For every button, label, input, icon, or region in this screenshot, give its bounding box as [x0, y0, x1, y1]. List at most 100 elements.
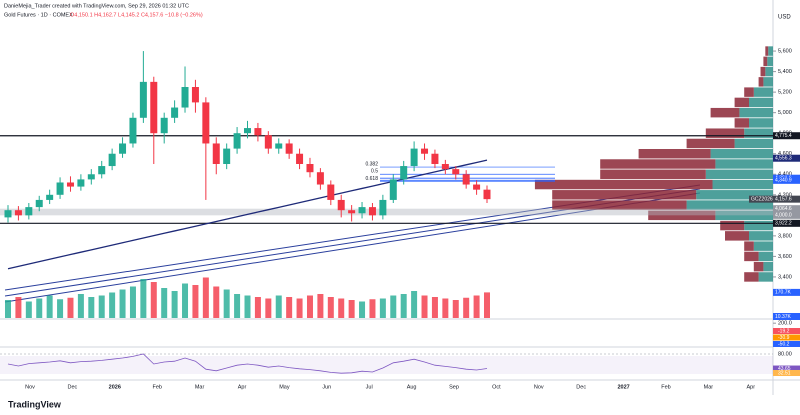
volume-bar	[234, 294, 241, 318]
candle-body	[98, 166, 106, 175]
price-label: 4,340.9	[775, 178, 792, 184]
profile-up	[765, 66, 773, 77]
volume-bar	[223, 289, 230, 318]
y-tick-label: 5,400	[778, 69, 792, 75]
fib-label: 0.382	[365, 161, 378, 167]
candle-body	[171, 107, 179, 118]
volume-bar	[327, 297, 334, 318]
candle-body	[244, 128, 251, 134]
volume-bar	[369, 299, 376, 318]
price-label-box	[773, 176, 800, 184]
candle-body	[25, 207, 33, 216]
volume-bar	[140, 279, 147, 318]
candle-body	[264, 135, 272, 149]
volume-bar	[338, 298, 345, 318]
y-tick-label: 3,400	[778, 274, 792, 280]
volume-bar	[213, 286, 220, 318]
price-label-box	[773, 195, 800, 203]
volume-bar	[265, 298, 272, 318]
profile-up	[749, 118, 773, 128]
support-zone	[0, 208, 773, 216]
profile-down	[753, 261, 764, 272]
symbol-label: GCZ2026	[751, 196, 773, 202]
candle-body	[473, 184, 481, 190]
candle-body	[400, 166, 408, 180]
volume-bar	[119, 289, 126, 318]
candle-body	[316, 172, 324, 185]
candle-body	[14, 210, 22, 216]
x-tick-label: Apr	[747, 384, 756, 390]
x-tick-label: Nov	[25, 384, 35, 390]
volume-bar	[306, 295, 313, 318]
profile-down	[648, 210, 716, 221]
profile-down	[734, 118, 749, 128]
volume-bar	[463, 297, 470, 318]
x-tick-label: Nov	[534, 384, 544, 390]
candle-body	[275, 143, 283, 149]
macd-value-box	[773, 341, 800, 347]
macd-value: -30.9	[778, 335, 790, 341]
candle-body	[452, 169, 460, 175]
profile-down	[744, 241, 754, 251]
candle-body	[483, 189, 491, 200]
price-label: 4,000.0	[775, 213, 792, 219]
candle-body	[337, 199, 345, 211]
profile-up	[753, 241, 773, 251]
volume-bar	[36, 298, 43, 318]
x-tick-label: Feb	[661, 384, 670, 390]
y-tick-label: 3,600	[778, 254, 792, 260]
volume-bar	[411, 291, 418, 318]
y-tick-label: 4,200	[778, 192, 792, 198]
rsi-value: 43.65	[778, 366, 791, 372]
rsi-value-box	[773, 369, 800, 376]
x-tick-label: May	[279, 384, 290, 390]
profile-down	[734, 97, 749, 108]
x-tick-label: Sep	[449, 384, 459, 390]
price-label: 4,064.6	[775, 206, 792, 212]
volume-bar	[244, 295, 251, 318]
volume-bar	[286, 297, 293, 318]
candle-body	[191, 87, 199, 103]
candle-body	[462, 174, 470, 185]
candle-body	[202, 102, 210, 144]
price-label-box	[773, 211, 800, 219]
candle-body	[421, 148, 429, 154]
volume-ma-box	[773, 313, 800, 320]
profile-down	[552, 200, 687, 210]
volume-ma-label: 10.37K	[775, 314, 792, 320]
profile-down	[744, 272, 759, 282]
profile-down	[760, 66, 766, 77]
profile-up	[710, 149, 773, 159]
volume-bar	[192, 285, 199, 318]
x-tick-label: Aug	[407, 384, 417, 390]
macd-value: -50.2	[778, 341, 790, 347]
x-tick-label: Dec	[68, 384, 78, 390]
volume-bar	[442, 298, 449, 318]
volume-bar	[25, 301, 32, 318]
y-tick-label: 4,600	[778, 151, 792, 157]
candle-body	[150, 81, 158, 134]
rsi-value: 32.51	[778, 370, 791, 376]
candle-body	[66, 182, 74, 187]
volume-bar	[296, 298, 303, 318]
volume-bar	[5, 300, 11, 318]
volume-bar	[484, 292, 490, 318]
author-line: DanieMejia_Trader created with TradingVi…	[4, 3, 189, 9]
profile-down	[758, 77, 764, 87]
volume-bar	[182, 283, 189, 318]
profile-down	[725, 231, 749, 241]
price-label: 4,775.4	[775, 133, 792, 139]
profile-down	[765, 46, 769, 56]
volume-bar	[379, 298, 386, 318]
candle-body	[306, 164, 314, 173]
candle-body	[129, 117, 137, 144]
x-tick-label: Apr	[238, 384, 247, 390]
profile-down	[720, 220, 745, 231]
profile-up	[715, 159, 773, 169]
profile-down	[552, 190, 697, 200]
profile-down	[744, 87, 754, 97]
volume-bar	[88, 297, 95, 318]
volume-bar	[254, 297, 261, 318]
volume-bar	[77, 294, 84, 318]
